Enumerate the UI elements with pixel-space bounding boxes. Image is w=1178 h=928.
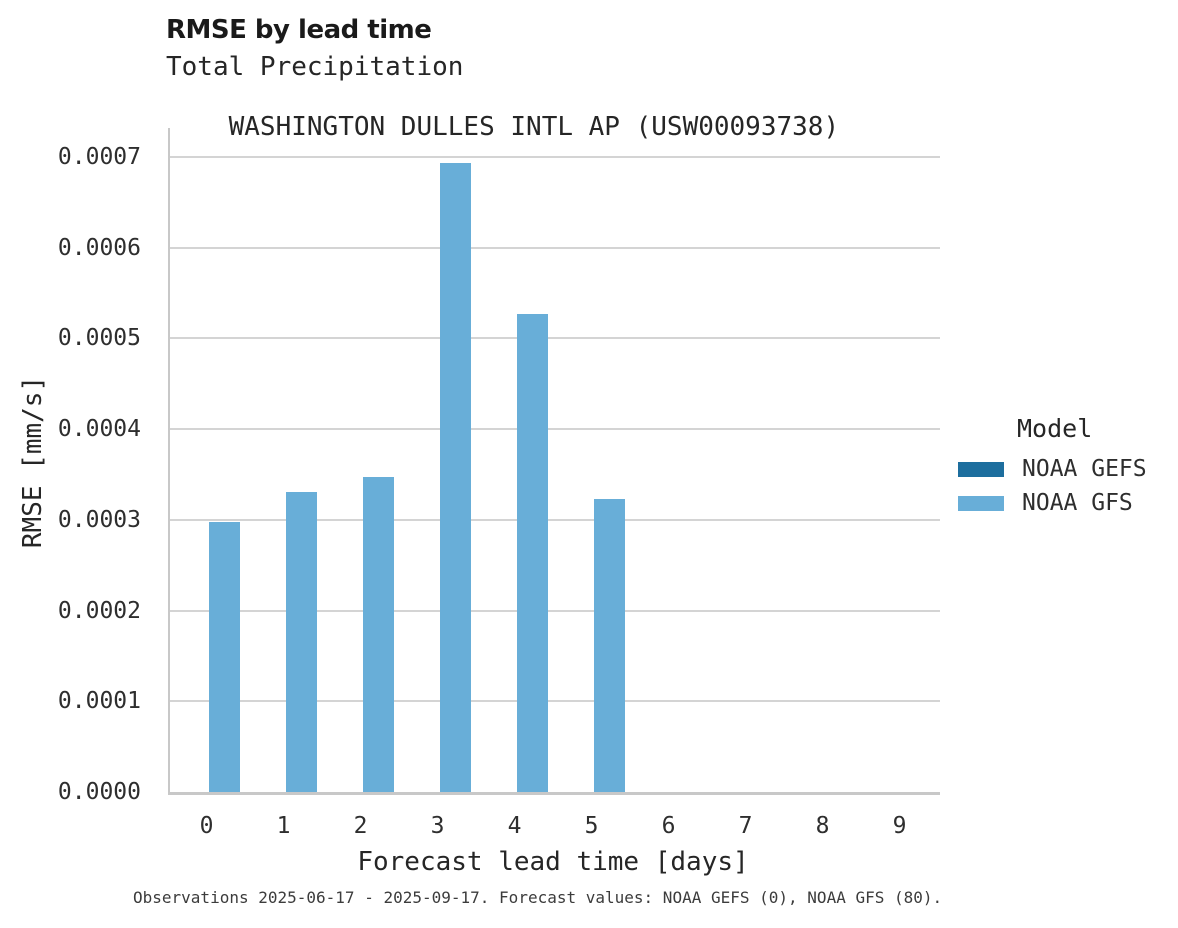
x-tick-label: 3 <box>430 813 445 839</box>
chart-subtitle-variable: Total Precipitation <box>166 52 464 82</box>
bar-noaa-gfs-day-2 <box>362 477 394 792</box>
chart-title: RMSE by lead time <box>166 15 432 45</box>
x-tick-label: 6 <box>661 813 676 839</box>
bar-noaa-gfs-day-0 <box>208 521 240 792</box>
bar-noaa-gfs-day-5 <box>593 499 625 792</box>
bar-noaa-gfs-day-1 <box>285 491 317 792</box>
gridline <box>170 156 940 158</box>
x-tick-label: 7 <box>738 813 753 839</box>
gridline <box>170 609 940 612</box>
y-tick-label: 0.0002 <box>57 597 141 624</box>
gridline <box>170 518 940 521</box>
legend-title: Model <box>1017 414 1093 443</box>
y-tick-label: 0.0001 <box>57 688 141 715</box>
legend-item-label: NOAA GFS <box>1022 490 1133 516</box>
y-tick-label: 0.0007 <box>57 144 141 170</box>
legend-item-label: NOAA GEFS <box>1022 456 1147 482</box>
y-tick-label: 0.0004 <box>57 416 141 443</box>
legend-swatch-icon <box>958 461 1004 477</box>
y-tick-label: 0.0000 <box>57 779 141 805</box>
y-tick-label: 0.0003 <box>57 506 141 533</box>
bar-noaa-gfs-day-4 <box>516 313 548 792</box>
x-tick-label: 1 <box>276 813 291 839</box>
x-tick-label: 0 <box>199 813 214 839</box>
chart-subtitle: Total Precipitation WASHINGTON DULLES IN… <box>166 52 839 142</box>
legend-items: NOAA GEFS NOAA GFS <box>958 454 1173 518</box>
gridline <box>170 337 940 340</box>
x-tick-label: 5 <box>584 813 599 839</box>
bar-noaa-gfs-day-3 <box>439 163 471 792</box>
x-tick-label: 8 <box>815 813 830 839</box>
x-tick-label: 2 <box>353 813 368 839</box>
gridline <box>170 700 940 703</box>
y-tick-label: 0.0006 <box>57 234 141 261</box>
x-axis-title: Forecast lead time [days] <box>357 847 749 877</box>
legend: Model NOAA GEFS NOAA GFS <box>958 414 1173 518</box>
title-block: RMSE by lead time Total Precipitation WA… <box>166 14 839 142</box>
footer-note: Observations 2025-06-17 - 2025-09-17. Fo… <box>133 888 943 907</box>
gridline <box>170 246 940 249</box>
gridline <box>170 428 940 431</box>
legend-item: NOAA GEFS <box>958 454 1173 484</box>
chart-subtitle-station: WASHINGTON DULLES INTL AP (USW00093738) <box>228 112 840 142</box>
plot-area <box>168 128 940 795</box>
legend-swatch-icon <box>958 495 1004 511</box>
x-tick-label: 4 <box>507 813 522 839</box>
x-tick-label: 9 <box>892 813 907 839</box>
legend-item: NOAA GFS <box>958 488 1173 518</box>
y-tick-label: 0.0005 <box>57 325 141 352</box>
